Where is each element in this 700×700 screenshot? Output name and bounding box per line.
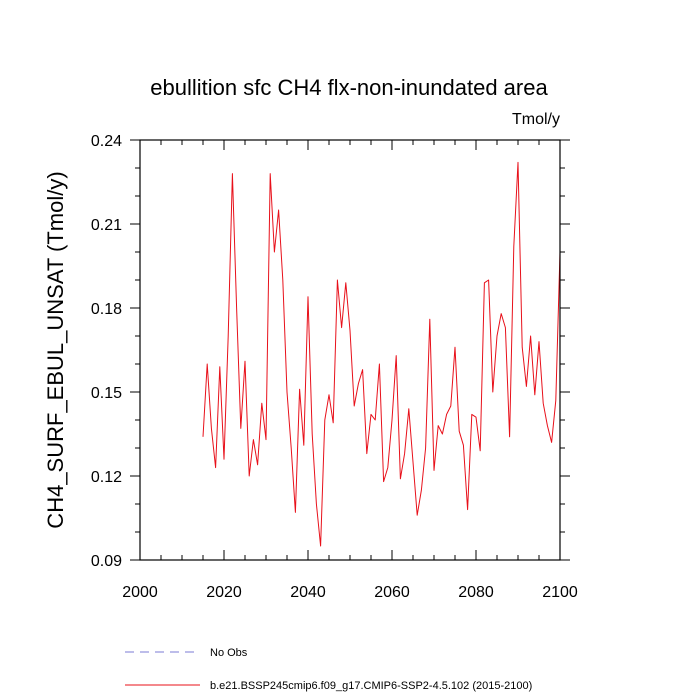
x-tick-label: 2080	[458, 584, 494, 601]
legend: No Obs b.e21.BSSP245cmip6.f09_g17.CMIP6-…	[125, 647, 532, 692]
plot-frame	[139, 139, 561, 561]
legend-label-no-obs: No Obs	[210, 647, 248, 659]
y-tick-label: 0.09	[91, 553, 122, 570]
axis-tick-labels: 2000 2020 2040 2060 2080 2100 0.09 0.12 0.15 0.18…	[91, 133, 578, 601]
y-tick-label: 0.21	[91, 217, 122, 234]
series-line-1	[202, 161, 561, 547]
legend-label-model: b.e21.BSSP245cmip6.f09_g17.CMIP6-SSP2-4.…	[210, 680, 532, 692]
y-tick-label: 0.15	[91, 385, 122, 402]
axis-ticks	[130, 139, 570, 561]
y-tick-label: 0.12	[91, 469, 122, 486]
y-tick-label: 0.18	[91, 301, 122, 318]
y-tick-label: 0.24	[91, 133, 122, 150]
units-label: Tmol/y	[512, 111, 560, 128]
x-tick-label: 2040	[290, 584, 326, 601]
x-tick-label: 2060	[374, 584, 410, 601]
x-tick-label: 2000	[122, 584, 158, 601]
series-layer	[202, 161, 561, 547]
chart-title: ebullition sfc CH4 flx-non-inundated are…	[150, 75, 548, 100]
x-tick-label: 2020	[206, 584, 242, 601]
y-axis-label: CH4_SURF_EBUL_UNSAT (Tmol/y)	[43, 171, 68, 528]
x-tick-label: 2100	[542, 584, 578, 601]
